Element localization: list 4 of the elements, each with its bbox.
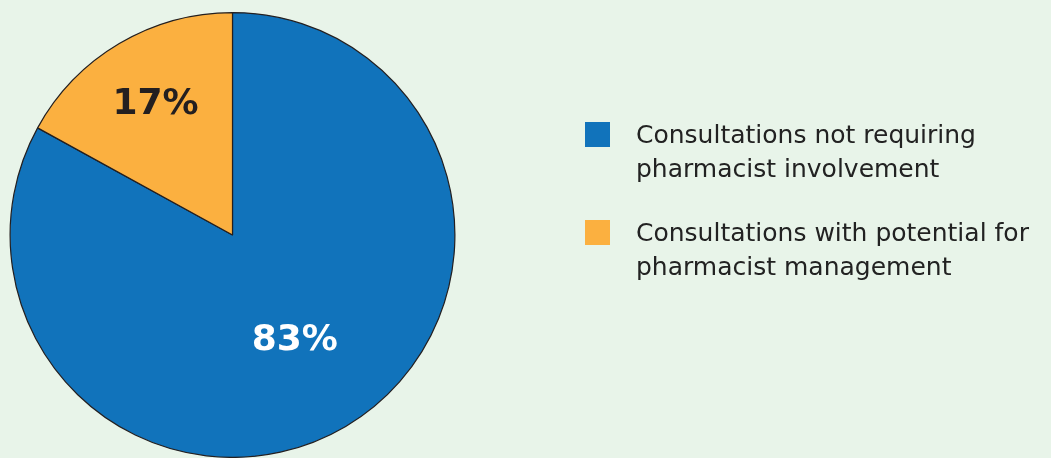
legend-label: Consultations with potential for pharmacist management <box>636 217 1030 283</box>
data-label: 83% <box>251 316 338 358</box>
legend-label: Consultations not requiring pharmacist involvement <box>636 119 977 185</box>
data-label: 17% <box>112 81 199 123</box>
